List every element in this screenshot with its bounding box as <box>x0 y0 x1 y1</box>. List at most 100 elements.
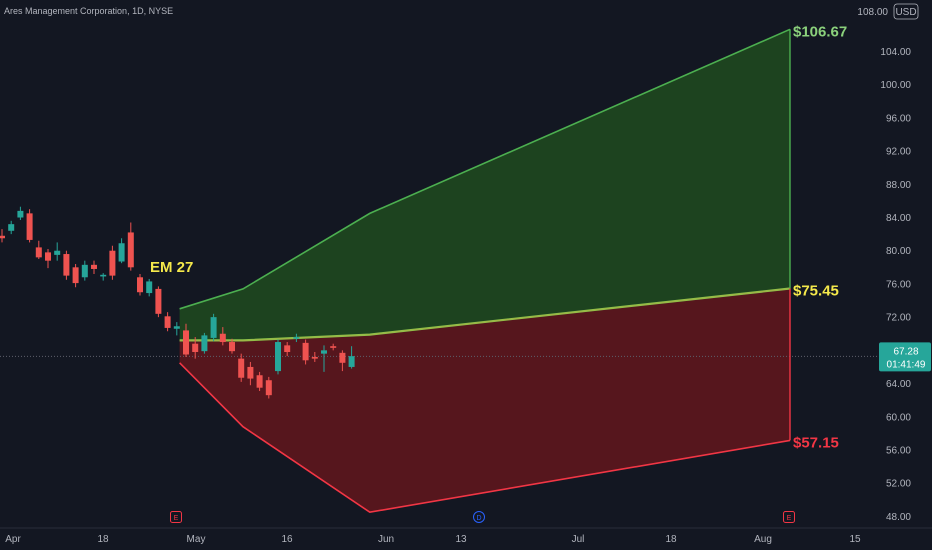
candle-body <box>219 333 226 343</box>
price-tick-label: 76.00 <box>886 279 911 290</box>
candle <box>45 249 51 269</box>
time-axis[interactable]: Apr 18 May 16 Jun 13 Jul 18 Aug 15 E D E <box>0 511 932 550</box>
price-axis-background <box>878 0 932 550</box>
candle-body <box>72 267 79 284</box>
candle <box>247 361 254 386</box>
earnings-marker-shape <box>170 511 182 523</box>
event-marker: E <box>170 511 182 523</box>
candle-body <box>35 247 42 258</box>
candle-body <box>45 252 51 261</box>
candle <box>284 342 291 357</box>
candle-body <box>8 224 15 231</box>
candle-body <box>63 254 70 276</box>
price-tick-label: 88.00 <box>886 180 911 191</box>
price-tick-label: 56.00 <box>886 445 911 456</box>
candle <box>339 350 346 372</box>
candle-body <box>183 330 189 355</box>
candle <box>72 264 79 288</box>
candle <box>17 206 24 220</box>
candle <box>229 338 235 354</box>
candle-body <box>265 380 272 396</box>
candle <box>210 313 217 342</box>
event-marker-label: E <box>174 515 179 522</box>
currency-badge <box>893 3 919 20</box>
candle <box>91 260 97 274</box>
time-tick-label: May <box>187 534 206 545</box>
upper-band-line <box>179 28 791 310</box>
event-marker: D <box>473 511 485 523</box>
time-tick-label: Jul <box>572 534 585 545</box>
candle <box>219 327 226 346</box>
candle-body <box>54 250 61 255</box>
time-tick-label: 16 <box>281 534 293 545</box>
candle <box>302 339 309 365</box>
candle <box>238 353 245 382</box>
time-tick-label: Jun <box>378 534 394 545</box>
candle-body <box>284 345 291 352</box>
candle <box>109 245 116 280</box>
candle <box>330 343 337 351</box>
currency-label: USD <box>895 7 916 18</box>
candle-body <box>146 281 153 294</box>
chart-title: Ares Management Corporation, 1D, NYSE <box>4 6 173 16</box>
price-tick-label: 100.00 <box>880 80 911 91</box>
candle <box>118 238 125 264</box>
current-price-tag <box>879 342 931 372</box>
candle-body <box>321 350 327 354</box>
candle <box>192 337 199 359</box>
event-marker-label: E <box>787 515 792 522</box>
time-tick-label: Apr <box>5 534 21 545</box>
candle-body <box>155 288 162 314</box>
time-tick-label: 13 <box>455 534 467 545</box>
price-tick-label: 96.00 <box>886 113 911 124</box>
candle-body <box>118 243 125 262</box>
candle <box>63 250 70 280</box>
candle <box>35 240 42 260</box>
price-tick-label: 48.00 <box>886 512 911 523</box>
price-tick-label: 52.00 <box>886 479 911 490</box>
time-tick-label: 18 <box>665 534 677 545</box>
candle-body <box>127 232 134 268</box>
candle <box>348 346 355 369</box>
price-tick-label: 108.00 <box>857 7 888 18</box>
candle <box>293 333 300 343</box>
dividend-marker-shape <box>473 511 485 523</box>
candle-body <box>275 342 281 372</box>
em-label: EM 27 <box>150 259 193 276</box>
current-price-value: 67.28 <box>893 346 918 357</box>
candle-body <box>100 274 107 277</box>
candle-body <box>293 337 300 339</box>
upper-band-fill <box>179 29 791 341</box>
candle-body <box>164 316 171 328</box>
mid-band-line-overlay <box>179 288 791 341</box>
candle-body <box>173 326 180 329</box>
candle-body <box>330 346 337 348</box>
candle <box>100 273 107 281</box>
overlay: EM 27 $106.67 $75.45 $57.15 <box>150 23 847 451</box>
candle-body <box>81 264 88 278</box>
time-tick-label: 18 <box>97 534 109 545</box>
candle-body <box>256 375 263 388</box>
candle-body <box>302 342 309 361</box>
candle <box>8 220 15 235</box>
candle <box>201 332 208 354</box>
candle-body <box>339 352 346 363</box>
candle <box>173 322 180 336</box>
candle <box>256 371 263 392</box>
candles <box>0 206 355 399</box>
time-tick-label: 15 <box>849 534 861 545</box>
candle <box>0 229 5 243</box>
lower-target-label: $57.15 <box>793 434 839 451</box>
candle <box>265 376 272 399</box>
candle-body <box>311 356 318 359</box>
event-marker: E <box>783 511 795 523</box>
price-tick-label: 84.00 <box>886 213 911 224</box>
candle <box>275 339 281 375</box>
earnings-marker-shape <box>783 511 795 523</box>
candle <box>54 242 61 261</box>
price-axis[interactable]: USD 108.00 48.00 52.00 56.00 60.00 64.00 72.00 7… <box>857 0 932 550</box>
candle <box>155 286 162 318</box>
price-tick-label: 80.00 <box>886 246 911 257</box>
